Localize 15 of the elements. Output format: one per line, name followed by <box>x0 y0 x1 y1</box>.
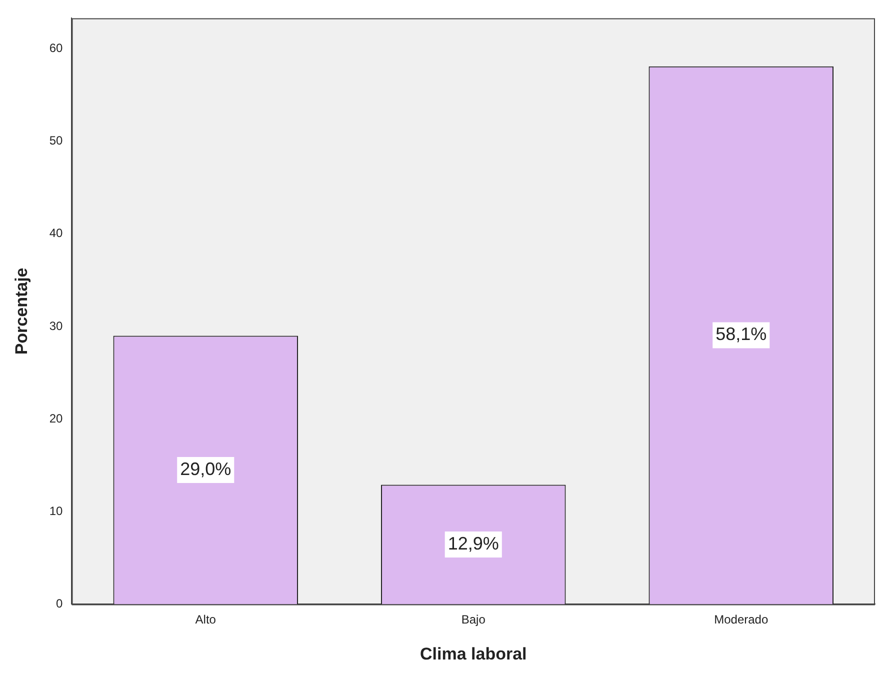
x-tick-label: Alto <box>195 612 216 627</box>
data-label: 12,9% <box>448 533 499 554</box>
y-axis-title: Porcentaje <box>12 268 31 355</box>
y-tick-label: 30 <box>49 318 64 333</box>
y-tick-label: 20 <box>49 411 64 426</box>
data-label: 29,0% <box>180 458 232 479</box>
x-axis-title: Clima laboral <box>420 644 527 664</box>
data-label: 58,1% <box>716 324 767 344</box>
x-tick-label: Bajo <box>461 612 486 627</box>
y-tick-label: 50 <box>49 134 64 148</box>
y-tick-label: 60 <box>49 41 64 56</box>
x-tick-label: Moderado <box>714 612 768 627</box>
y-tick-label: 10 <box>49 504 64 518</box>
y-tick-label: 40 <box>49 226 64 240</box>
y-tick-label: 0 <box>56 596 64 611</box>
